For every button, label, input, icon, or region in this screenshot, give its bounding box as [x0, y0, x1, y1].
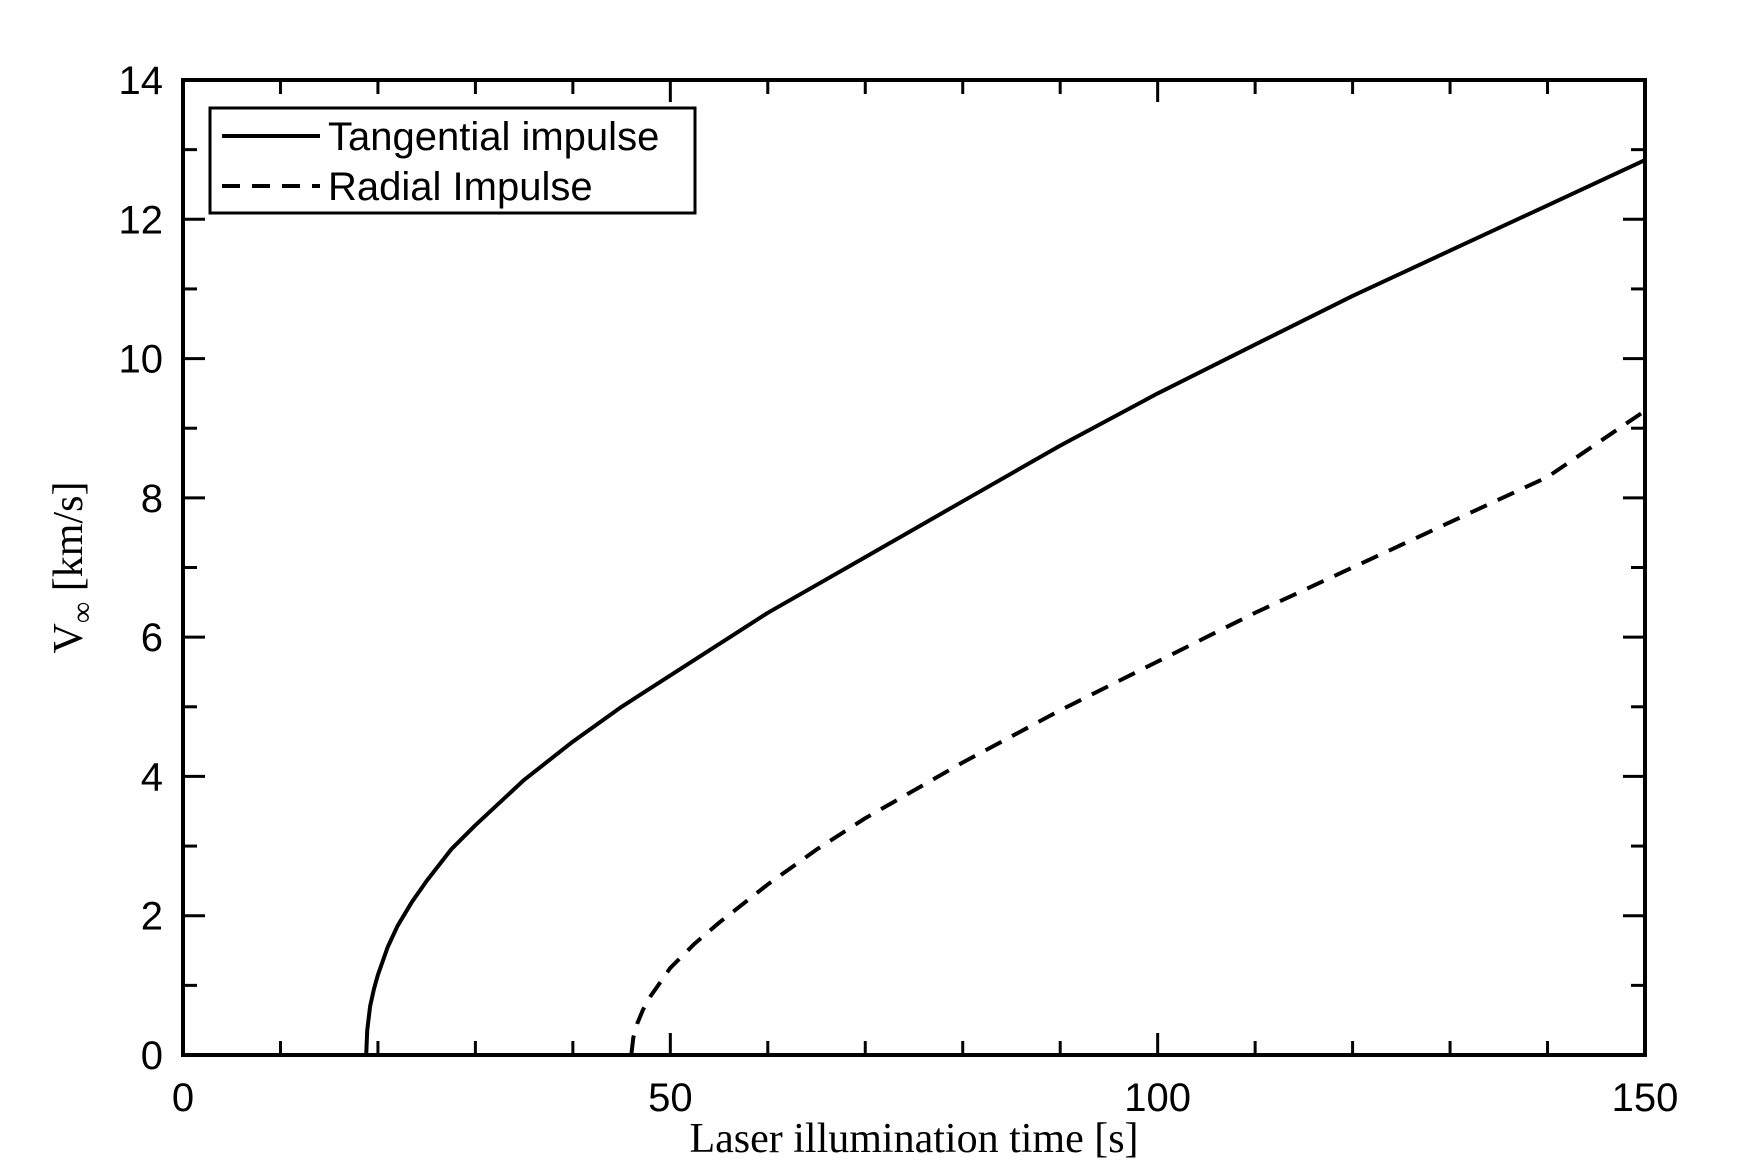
y-tick-label: 2: [141, 895, 163, 939]
x-tick-label: 0: [172, 1076, 194, 1120]
x-tick-label: 50: [648, 1076, 693, 1120]
y-tick-label: 8: [141, 477, 163, 521]
x-tick-label: 150: [1612, 1076, 1679, 1120]
y-axis-label-main: V: [46, 623, 92, 653]
legend-label: Radial Impulse: [328, 165, 593, 209]
y-tick-label: 12: [119, 198, 164, 242]
series-line-tangential: [183, 158, 1645, 1055]
y-axis-label: V∞ [km/s]: [46, 482, 99, 654]
series-line-radial: [183, 409, 1645, 1055]
plot-frame: [181, 78, 1647, 1057]
x-axis-label: Laser illumination time [s]: [689, 1116, 1138, 1162]
legend: Tangential impulse Radial Impulse: [208, 106, 697, 215]
y-tick-label: 6: [141, 616, 163, 660]
y-tick-label: 4: [141, 755, 163, 799]
legend-box: [208, 106, 697, 215]
y-tick-label: 14: [119, 59, 164, 103]
legend-label: Tangential impulse: [328, 115, 659, 159]
y-axis-label-unit: [km/s]: [46, 482, 92, 602]
y-tick-label: 0: [141, 1034, 163, 1078]
y-tick-label: 10: [119, 338, 164, 382]
y-axis-label-subscript: ∞: [66, 602, 99, 623]
x-tick-label: 100: [1124, 1076, 1191, 1120]
